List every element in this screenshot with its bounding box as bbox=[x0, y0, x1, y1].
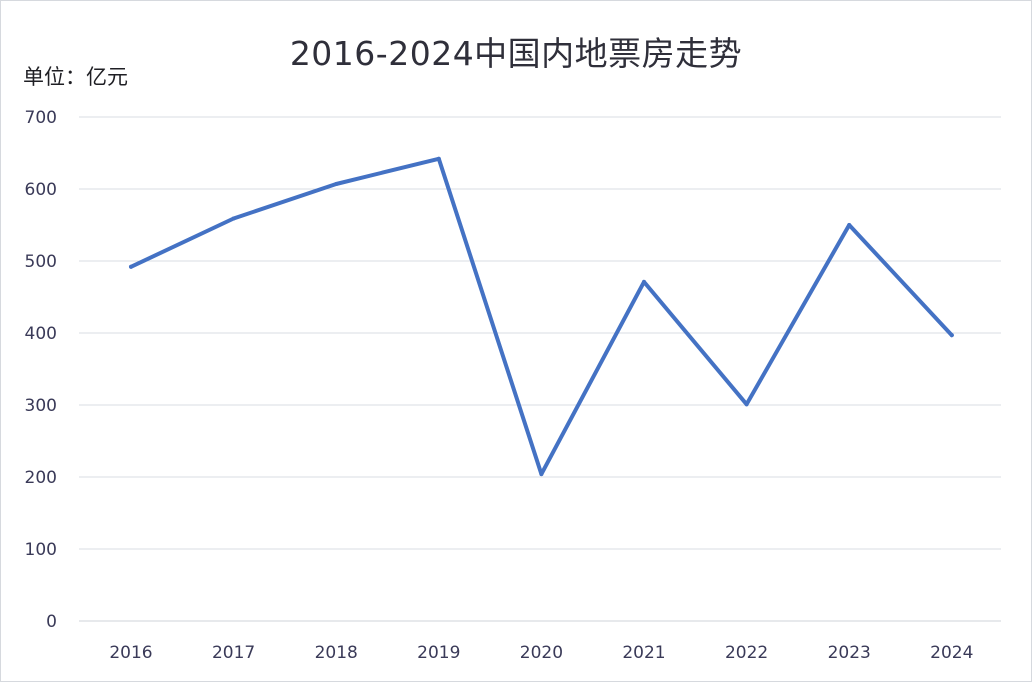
x-tick-label: 2024 bbox=[930, 643, 973, 663]
data-point bbox=[334, 181, 339, 186]
data-point bbox=[949, 333, 954, 338]
x-tick-label: 2020 bbox=[520, 643, 563, 663]
y-tick-label: 700 bbox=[25, 108, 57, 128]
data-point bbox=[847, 223, 852, 227]
y-tick-label: 200 bbox=[25, 468, 57, 488]
y-axis-unit-label: 单位：亿元 bbox=[23, 65, 128, 89]
data-point bbox=[231, 216, 236, 221]
data-point bbox=[129, 264, 133, 269]
x-tick-label: 2019 bbox=[417, 643, 460, 663]
y-tick-label: 100 bbox=[25, 540, 57, 560]
series-line bbox=[129, 156, 954, 477]
chart-title: 2016-2024中国内地票房走势 bbox=[289, 34, 743, 73]
x-tick-label: 2017 bbox=[212, 643, 255, 663]
data-point bbox=[744, 402, 749, 407]
y-tick-label: 500 bbox=[25, 252, 57, 272]
x-tick-label: 2022 bbox=[725, 643, 768, 663]
data-point bbox=[436, 156, 441, 161]
y-tick-label: 600 bbox=[25, 180, 57, 200]
x-tick-label: 2023 bbox=[828, 643, 871, 663]
y-tick-label: 0 bbox=[46, 612, 57, 632]
y-tick-label: 400 bbox=[25, 324, 57, 344]
x-tick-label: 2016 bbox=[109, 643, 152, 663]
x-tick-label: 2021 bbox=[622, 643, 665, 663]
x-tick-label: 2018 bbox=[315, 643, 358, 663]
data-point bbox=[539, 472, 544, 477]
data-point bbox=[642, 279, 646, 284]
y-tick-label: 300 bbox=[25, 396, 57, 416]
